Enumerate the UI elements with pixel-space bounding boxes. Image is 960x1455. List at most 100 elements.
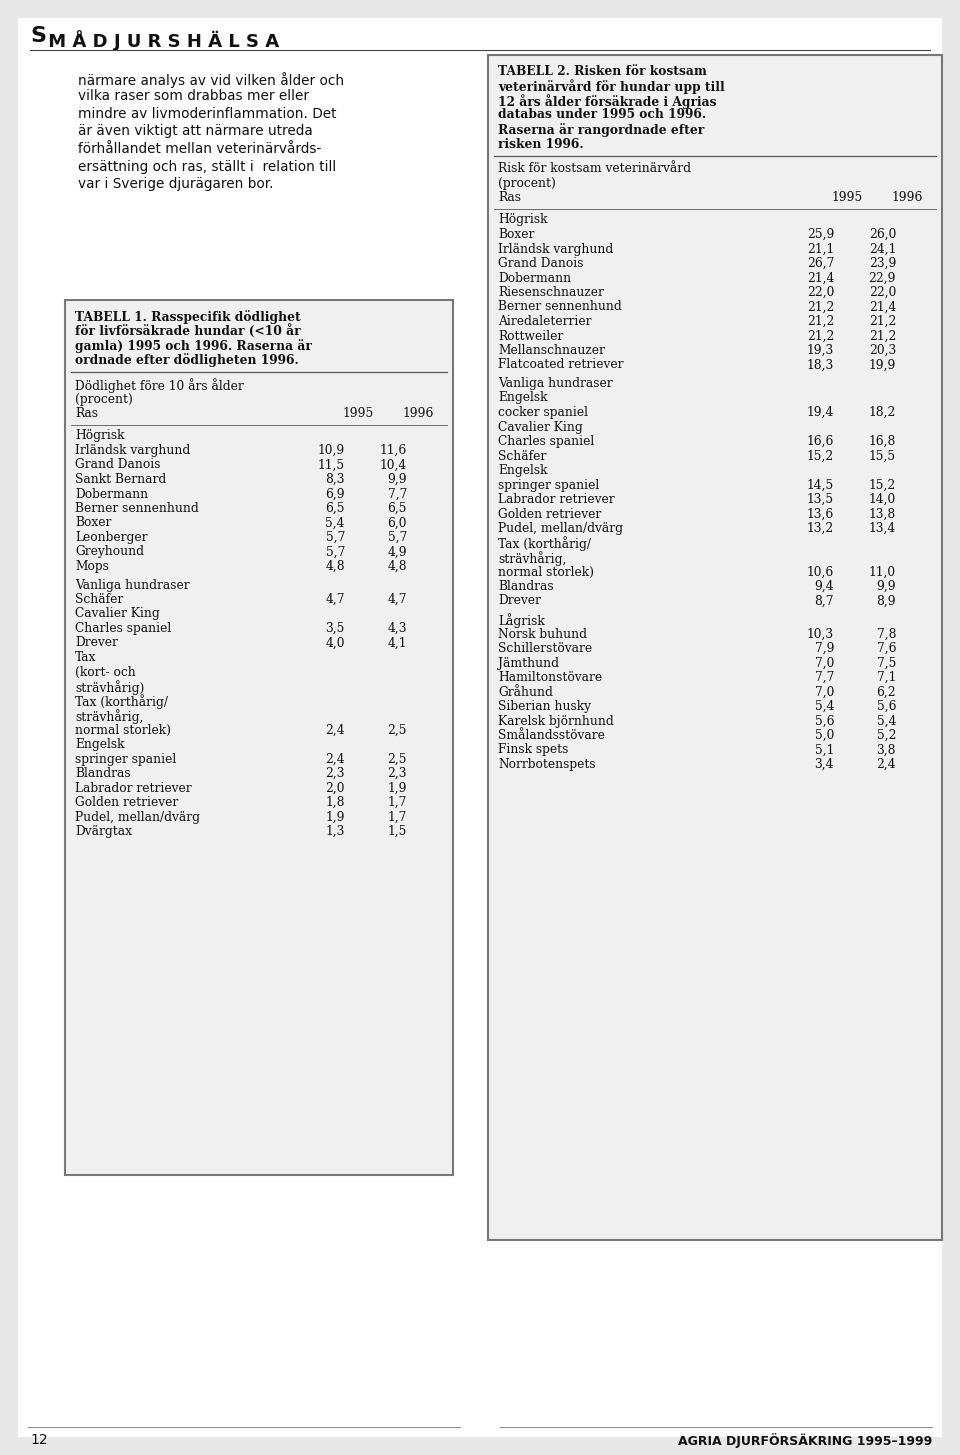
Text: Raserna är rangordnade efter: Raserna är rangordnade efter [498,124,705,137]
Text: 2,4: 2,4 [876,758,896,771]
Text: 7,0: 7,0 [815,656,834,669]
Text: 19,9: 19,9 [869,358,896,371]
Text: 1995: 1995 [343,407,374,420]
Text: 10,3: 10,3 [806,627,834,640]
Text: Ras: Ras [498,191,521,204]
Text: mindre av livmoderinflammation. Det: mindre av livmoderinflammation. Det [78,108,337,121]
Text: 4,7: 4,7 [325,594,345,605]
Text: Vanliga hundraser: Vanliga hundraser [498,377,612,390]
Text: 15,2: 15,2 [869,479,896,492]
Text: 9,9: 9,9 [388,473,407,486]
FancyBboxPatch shape [65,300,453,1176]
Text: Sankt Bernard: Sankt Bernard [75,473,166,486]
Text: 9,4: 9,4 [814,581,834,594]
Text: (procent): (procent) [498,176,556,189]
Text: 4,7: 4,7 [388,594,407,605]
Text: Engelsk: Engelsk [498,464,547,477]
Text: ordnade efter dödligheten 1996.: ordnade efter dödligheten 1996. [75,354,299,367]
Text: TABELL 1. Rasspecifik dödlighet: TABELL 1. Rasspecifik dödlighet [75,310,300,324]
Text: 1996: 1996 [892,191,924,204]
Text: 10,9: 10,9 [318,444,345,457]
Text: 4,1: 4,1 [388,636,407,649]
Text: 21,2: 21,2 [806,314,834,327]
Text: Hamiltonstövare: Hamiltonstövare [498,671,602,684]
Text: Norrbotenspets: Norrbotenspets [498,758,595,771]
Text: Blandras: Blandras [75,767,131,780]
Text: 2,0: 2,0 [325,781,345,794]
Text: 1,3: 1,3 [325,825,345,838]
Text: 13,5: 13,5 [806,493,834,506]
Text: 18,3: 18,3 [806,358,834,371]
Text: 5,6: 5,6 [814,714,834,728]
Text: springer spaniel: springer spaniel [498,479,599,492]
Text: 2,5: 2,5 [388,723,407,736]
Text: 8,7: 8,7 [814,595,834,608]
Text: 5,4: 5,4 [814,700,834,713]
Text: 8,9: 8,9 [876,595,896,608]
Text: Grand Danois: Grand Danois [498,258,584,271]
Text: 5,2: 5,2 [876,729,896,742]
Text: 25,9: 25,9 [806,228,834,242]
Text: 6,0: 6,0 [388,517,407,530]
Text: 5,7: 5,7 [325,531,345,544]
Text: 4,9: 4,9 [388,546,407,559]
Text: 21,4: 21,4 [806,272,834,285]
Text: 7,0: 7,0 [815,685,834,698]
Text: ersättning och ras, ställt i  relation till: ersättning och ras, ställt i relation ti… [78,160,336,173]
Text: 1,8: 1,8 [325,796,345,809]
Text: 22,0: 22,0 [869,287,896,298]
Text: 15,5: 15,5 [869,450,896,463]
Text: 7,8: 7,8 [876,627,896,640]
Text: Airedaleterrier: Airedaleterrier [498,314,591,327]
Text: Irländsk varghund: Irländsk varghund [498,243,613,256]
Text: Dobermann: Dobermann [498,272,571,285]
Text: 2,4: 2,4 [325,723,345,736]
Text: förhållandet mellan veterinärvårds-: förhållandet mellan veterinärvårds- [78,143,322,156]
Text: 16,6: 16,6 [806,435,834,448]
Text: 11,0: 11,0 [869,566,896,579]
Text: 13,2: 13,2 [806,522,834,535]
Text: 19,3: 19,3 [806,343,834,356]
Text: 5,4: 5,4 [876,714,896,728]
Text: 19,4: 19,4 [806,406,834,419]
Text: Cavalier King: Cavalier King [498,420,583,434]
FancyBboxPatch shape [488,55,942,1240]
Text: S: S [30,26,46,47]
Text: 7,9: 7,9 [814,642,834,655]
Text: 4,3: 4,3 [388,621,407,634]
Text: Dödlighet före 10 års ålder: Dödlighet före 10 års ålder [75,378,244,393]
Text: databas under 1995 och 1996.: databas under 1995 och 1996. [498,109,707,122]
Text: 26,0: 26,0 [869,228,896,242]
Text: Berner sennenhund: Berner sennenhund [498,301,622,313]
Text: 5,6: 5,6 [876,700,896,713]
Text: 2,4: 2,4 [325,752,345,765]
Text: Greyhound: Greyhound [75,546,144,559]
Text: är även viktigt att närmare utreda: är även viktigt att närmare utreda [78,125,313,138]
Text: Berner sennenhund: Berner sennenhund [75,502,199,515]
Text: 13,4: 13,4 [869,522,896,535]
Text: 13,6: 13,6 [806,508,834,521]
Text: 2,3: 2,3 [325,767,345,780]
Text: 7,7: 7,7 [388,487,407,501]
Text: 21,2: 21,2 [869,329,896,342]
Text: 6,9: 6,9 [325,487,345,501]
Text: 7,7: 7,7 [815,671,834,684]
Text: 21,2: 21,2 [806,329,834,342]
Text: 5,4: 5,4 [325,517,345,530]
Text: 2,5: 2,5 [388,752,407,765]
Text: 3,4: 3,4 [814,758,834,771]
Text: Charles spaniel: Charles spaniel [498,435,594,448]
Text: Gråhund: Gråhund [498,685,553,698]
Text: Vanliga hundraser: Vanliga hundraser [75,579,190,592]
Text: 15,2: 15,2 [806,450,834,463]
Text: strävhårig,: strävhårig, [498,551,566,566]
Text: var i Sverige djurägaren bor.: var i Sverige djurägaren bor. [78,178,274,191]
Text: Drever: Drever [498,595,540,608]
Text: 14,0: 14,0 [869,493,896,506]
Text: Grand Danois: Grand Danois [75,458,160,471]
Text: 6,2: 6,2 [876,685,896,698]
Text: 1995: 1995 [832,191,863,204]
Text: för livförsäkrade hundar (<10 år: för livförsäkrade hundar (<10 år [75,324,300,339]
Text: Karelsk björnhund: Karelsk björnhund [498,714,613,728]
Text: 12 års ålder försäkrade i Agrias: 12 års ålder försäkrade i Agrias [498,95,716,109]
